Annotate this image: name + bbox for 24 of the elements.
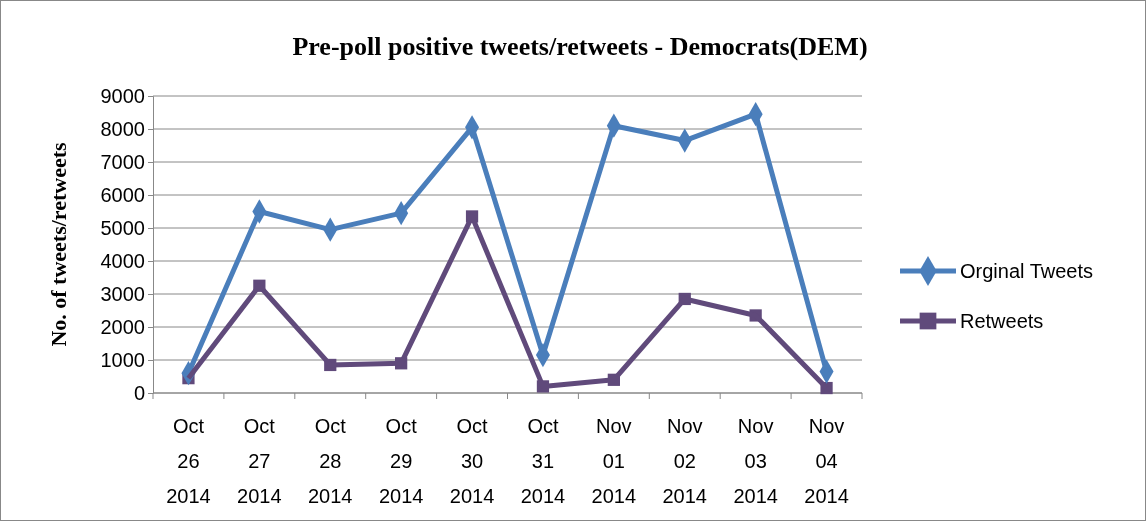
- x-tick-label: Oct 28 2014: [308, 415, 353, 507]
- x-tick-label: Oct 30 2014: [449, 415, 495, 507]
- y-tick-label: 3000: [100, 282, 145, 305]
- y-tick-label: 8000: [100, 117, 145, 140]
- y-tick-label: 0: [133, 381, 145, 404]
- y-axis-title: No. of tweets/retweets: [46, 141, 71, 347]
- legend-label: Orginal Tweets: [960, 260, 1094, 282]
- x-tick-label: Nov 01 2014: [591, 415, 637, 507]
- y-tick-label: 6000: [100, 183, 145, 206]
- y-tick-label: 4000: [100, 249, 145, 272]
- y-tick-label: 7000: [100, 150, 145, 173]
- y-tick-label: 2000: [100, 315, 145, 338]
- y-tick-label: 1000: [100, 348, 145, 371]
- x-tick-label: Nov 02 2014: [662, 415, 707, 507]
- x-tick-label: Oct 29 2014: [378, 415, 424, 507]
- x-tick-label: Nov 04 2014: [804, 415, 849, 507]
- chart-title: Pre-poll positive tweets/retweets - Democrats(DEM): [292, 32, 868, 61]
- y-tick-label: 9000: [100, 84, 145, 107]
- x-tick-label: Nov 03 2014: [733, 415, 778, 507]
- legend-label: Retweets: [960, 310, 1044, 332]
- x-tick-label: Oct 31 2014: [520, 415, 566, 507]
- x-tick-label: Oct 26 2014: [166, 415, 211, 507]
- y-tick-label: 5000: [100, 216, 145, 239]
- x-tick-label: Oct 27 2014: [237, 415, 282, 507]
